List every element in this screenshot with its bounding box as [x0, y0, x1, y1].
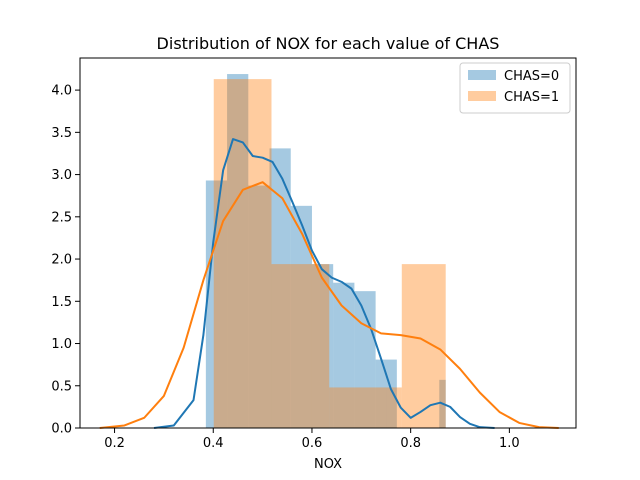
x-axis-label: NOX — [314, 457, 342, 472]
legend-label: CHAS=1 — [504, 90, 559, 105]
y-tick-label: 4.0 — [51, 84, 72, 99]
bar-chas-1-4 — [401, 264, 446, 428]
bar-chas-0-8 — [375, 359, 397, 428]
bar-chas-0-1 — [227, 74, 249, 428]
bar-chas-0-6 — [333, 282, 355, 428]
x-tick-label: 0.2 — [104, 436, 125, 451]
y-tick-label: 0.0 — [51, 422, 72, 437]
y-tick-label: 3.5 — [51, 126, 72, 141]
y-tick-label: 1.0 — [51, 337, 72, 352]
bar-chas-1-2 — [329, 387, 387, 428]
y-tick-label: 2.5 — [51, 210, 72, 225]
histogram-bars — [205, 74, 446, 429]
y-tick-label: 2.0 — [51, 253, 72, 268]
legend-swatch — [468, 91, 496, 101]
legend: CHAS=0 CHAS=1 — [459, 62, 571, 114]
x-tick-label: 0.4 — [203, 436, 224, 451]
plot-frame — [79, 57, 577, 429]
bar-chas-0-5 — [311, 264, 334, 428]
y-tick-label: 3.0 — [51, 168, 72, 183]
chart-title: Distribution of NOX for each value of CH… — [157, 34, 500, 53]
kde-line-chas-1 — [99, 181, 559, 429]
bar-chas-0-3 — [269, 148, 291, 428]
bar-chas-1-0 — [213, 79, 272, 429]
bar-chas-1-3 — [386, 387, 402, 428]
y-tick-label: 0.5 — [51, 379, 72, 394]
bar-chas-1-1 — [271, 264, 330, 428]
y-tick-label: 1.5 — [51, 295, 72, 310]
x-tick-label: 0.8 — [400, 436, 421, 451]
kde-line-chas-0 — [153, 138, 495, 429]
bar-chas-0-2 — [248, 185, 270, 428]
axes: 0.2 0.4 0.6 0.8 1.0 0.0 0.5 1.0 1.5 2.0 2.5 3.0 3.5 4… — [51, 57, 577, 451]
legend-swatch — [468, 70, 496, 80]
bar-chas-0-0 — [205, 180, 228, 428]
bar-chas-0-4 — [290, 205, 312, 428]
legend-label: CHAS=0 — [504, 69, 559, 84]
x-tick-label: 0.6 — [302, 436, 323, 451]
kde-curves — [99, 138, 559, 429]
x-tick-label: 1.0 — [499, 436, 520, 451]
legend-box — [459, 62, 571, 114]
